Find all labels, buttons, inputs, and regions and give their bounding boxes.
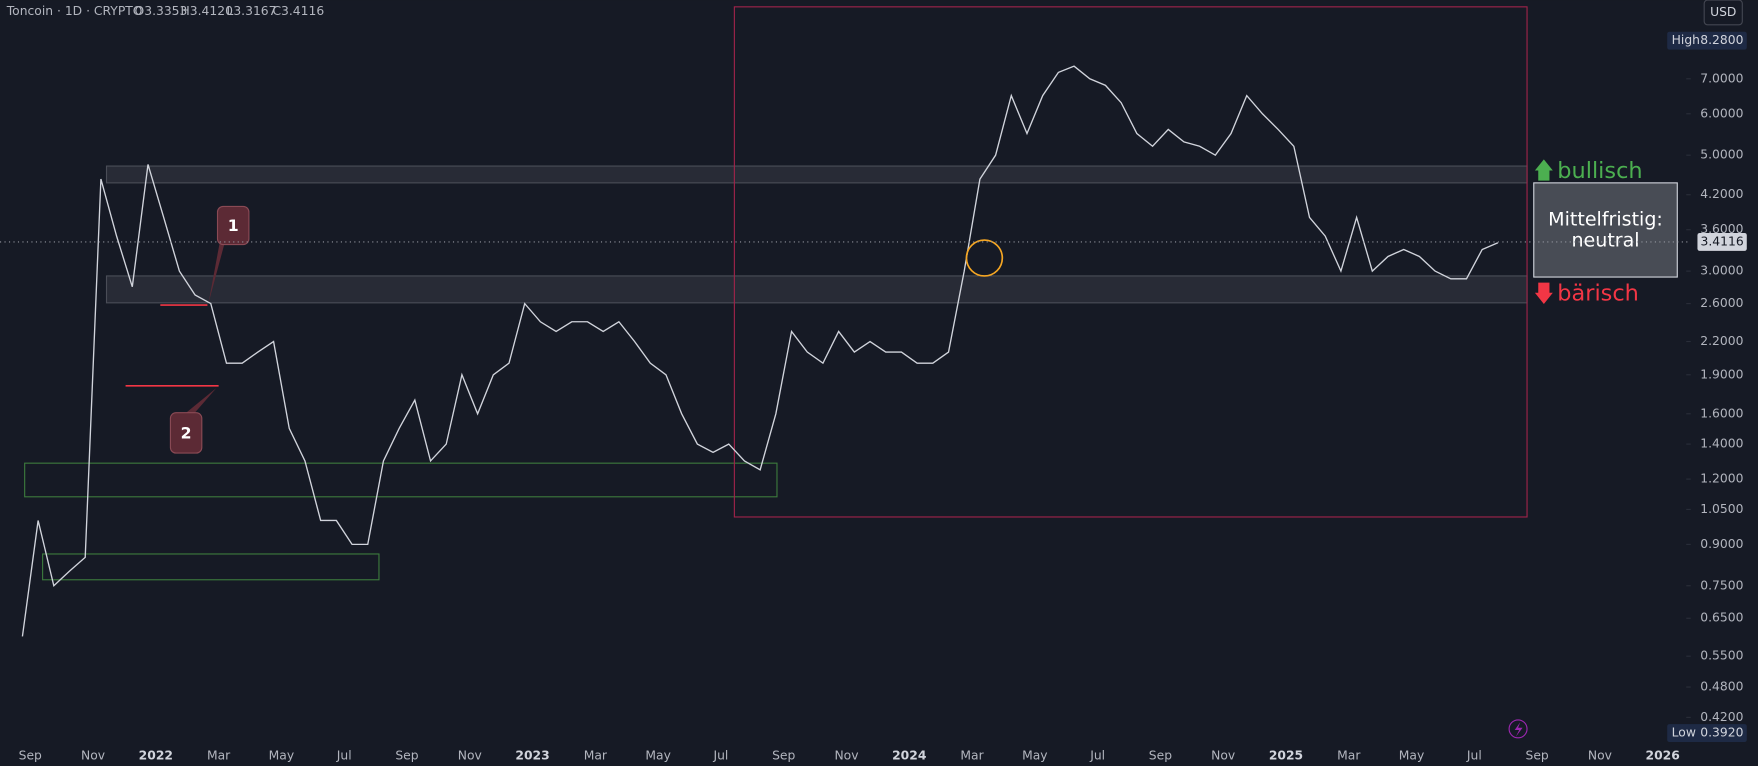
demand-zone — [24, 462, 778, 498]
low-text: Low — [1672, 726, 1696, 740]
x-tick-label: Jul — [1466, 748, 1482, 762]
x-tick-label: May — [645, 748, 671, 762]
y-tick-label: 0.7500 — [1700, 578, 1743, 592]
y-tick-label: 1.4000 — [1700, 437, 1743, 451]
x-tick-label: Nov — [458, 748, 482, 762]
last-price-box — [1697, 232, 1747, 251]
callout-label: 1 — [228, 216, 239, 235]
x-tick-label: 2022 — [139, 748, 173, 762]
arrow-down — [1534, 282, 1553, 304]
highlight-circle — [965, 239, 1004, 277]
ohlc-value: C3.4116 — [272, 4, 324, 18]
x-tick-label: Nov — [1588, 748, 1612, 762]
y-tick-label: 3.6000 — [1700, 222, 1743, 236]
y-tick-label: 0.5500 — [1700, 649, 1743, 663]
y-tick-label: 0.9000 — [1700, 537, 1743, 551]
currency-label: USD — [1710, 5, 1736, 19]
x-tick-label: May — [1399, 748, 1425, 762]
range-box — [733, 6, 1528, 518]
ohlc-value: H3.4120 — [181, 4, 234, 18]
x-tick-label: 2023 — [515, 748, 549, 762]
x-tick-label: Mar — [584, 748, 608, 762]
callout — [216, 205, 250, 246]
x-tick-label: Nov — [1211, 748, 1235, 762]
y-tick-label: 2.6000 — [1700, 296, 1743, 310]
high-box — [1667, 31, 1747, 50]
arrow-up — [1534, 159, 1553, 181]
currency-button[interactable] — [1703, 0, 1743, 26]
callout — [169, 412, 203, 454]
y-tick-label: 3.0000 — [1700, 264, 1743, 278]
x-tick-label: Sep — [1149, 748, 1172, 762]
callout-pointer — [208, 242, 225, 303]
y-tick-label: 6.0000 — [1700, 106, 1743, 120]
bullish-label: bullisch — [1557, 158, 1642, 184]
y-tick-label: 1.6000 — [1700, 406, 1743, 420]
low-label: 0.3920 — [1700, 726, 1743, 740]
x-tick-label: Jul — [712, 748, 728, 762]
y-tick-label: 0.6500 — [1700, 611, 1743, 625]
high-text: High — [1672, 33, 1700, 47]
y-tick-label: 5.0000 — [1700, 148, 1743, 162]
x-tick-label: Mar — [960, 748, 984, 762]
alert-icon-bolt — [1514, 722, 1523, 737]
ohlc-value: O3.3353 — [135, 4, 188, 18]
y-tick-label: 1.9000 — [1700, 367, 1743, 381]
callout-pointer — [186, 388, 217, 415]
y-tick-label: 2.2000 — [1700, 334, 1743, 348]
y-tick-label: 4.2000 — [1700, 187, 1743, 201]
x-tick-label: 2026 — [1646, 748, 1680, 762]
resistance-zone — [105, 165, 1528, 184]
last-price-label: 3.4116 — [1701, 234, 1744, 248]
outlook-text: neutral — [1571, 230, 1639, 252]
x-tick-label: Mar — [207, 748, 231, 762]
support-zone — [105, 275, 1528, 304]
x-tick-label: Sep — [395, 748, 418, 762]
outlook-box — [1533, 182, 1678, 278]
x-tick-label: 2025 — [1269, 748, 1303, 762]
y-tick-label: 1.2000 — [1700, 472, 1743, 486]
y-tick-label: 7.0000 — [1700, 71, 1743, 85]
x-tick-label: May — [269, 748, 295, 762]
x-tick-label: 2024 — [892, 748, 927, 762]
price-line — [21, 65, 1499, 637]
high-label: 8.2800 — [1700, 33, 1743, 47]
x-tick-label: Mar — [1337, 748, 1361, 762]
x-tick-label: Jul — [336, 748, 352, 762]
low-box — [1667, 724, 1747, 743]
y-tick-label: 1.0500 — [1700, 502, 1743, 516]
x-tick-label: Nov — [81, 748, 105, 762]
x-tick-label: Sep — [19, 748, 42, 762]
x-tick-label: May — [1022, 748, 1048, 762]
bearish-label: bärisch — [1557, 280, 1639, 306]
callout-label: 2 — [181, 424, 192, 443]
x-tick-label: Nov — [834, 748, 858, 762]
alert-icon[interactable] — [1508, 719, 1528, 739]
symbol-title: Toncoin · 1D · CRYPTO — [6, 4, 143, 18]
x-tick-label: Jul — [1089, 748, 1105, 762]
ohlc-value: L3.3167 — [226, 4, 276, 18]
y-tick-label: 0.4800 — [1700, 680, 1743, 694]
x-tick-label: Sep — [772, 748, 795, 762]
outlook-text: Mittelfristig: — [1548, 208, 1663, 230]
x-tick-label: Sep — [1526, 748, 1549, 762]
demand-zone — [42, 553, 380, 581]
y-tick-label: 0.4200 — [1700, 710, 1743, 724]
